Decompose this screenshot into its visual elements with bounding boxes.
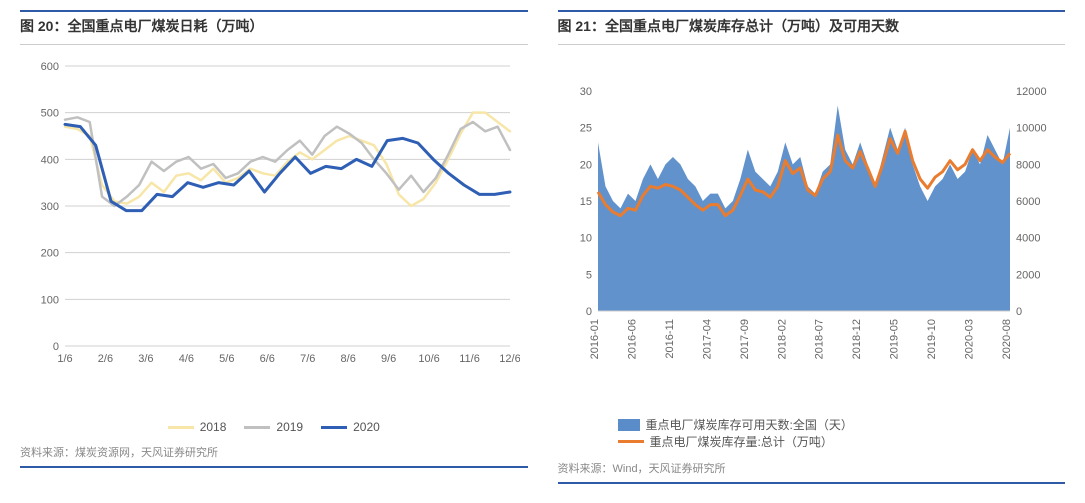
legend-label: 2020 xyxy=(353,420,380,434)
left-chart-svg: 0 100 200 300 400 500 600 1/6 2/6 3/6 4/6 5/6 6/6 7/6… xyxy=(20,51,520,411)
svg-text:11/6: 11/6 xyxy=(459,353,480,365)
svg-text:0: 0 xyxy=(1016,306,1022,318)
svg-text:12/6: 12/6 xyxy=(499,353,520,365)
svg-text:5: 5 xyxy=(585,269,591,281)
svg-text:100: 100 xyxy=(41,294,59,306)
svg-text:7/6: 7/6 xyxy=(300,353,315,365)
svg-text:2016-06: 2016-06 xyxy=(626,319,638,359)
svg-text:300: 300 xyxy=(41,201,59,213)
legend-label: 2018 xyxy=(200,420,227,434)
svg-text:15: 15 xyxy=(579,196,591,208)
svg-text:6/6: 6/6 xyxy=(260,353,275,365)
right-chart-panel: 图 21：全国重点电厂煤炭库存总计（万吨）及可用天数 0510152025300… xyxy=(558,10,1066,484)
left-chart-panel: 图 20：全国重点电厂煤炭日耗（万吨） 0 100 200 300 400 500 600 1… xyxy=(20,10,528,484)
legend-swatch xyxy=(618,440,644,443)
svg-text:2016-01: 2016-01 xyxy=(589,319,601,359)
left-chart-area: 0 100 200 300 400 500 600 1/6 2/6 3/6 4/6 5/6 6/6 7/6… xyxy=(20,51,528,416)
svg-text:2016-11: 2016-11 xyxy=(663,319,675,359)
svg-text:25: 25 xyxy=(579,123,591,135)
svg-text:2019-10: 2019-10 xyxy=(926,319,938,359)
svg-text:2019-05: 2019-05 xyxy=(888,319,900,359)
svg-text:2020-03: 2020-03 xyxy=(963,319,975,359)
svg-text:30: 30 xyxy=(579,86,591,98)
charts-row: 图 20：全国重点电厂煤炭日耗（万吨） 01002003004005006001… xyxy=(20,10,1065,484)
svg-text:10000: 10000 xyxy=(1016,123,1047,135)
svg-text:9/6: 9/6 xyxy=(381,353,396,365)
legend-item: 重点电厂煤炭库存量:总计（万吨） xyxy=(618,433,1066,450)
legend-item: 2020 xyxy=(321,420,380,434)
legend-swatch xyxy=(244,426,270,429)
legend-swatch xyxy=(168,426,194,429)
legend-label: 重点电厂煤炭库存可用天数:全国（天） xyxy=(646,416,853,433)
svg-text:10/6: 10/6 xyxy=(418,353,439,365)
left-legend: 2018 2019 2020 xyxy=(20,420,528,434)
svg-text:5/6: 5/6 xyxy=(219,353,234,365)
legend-swatch xyxy=(321,426,347,429)
svg-text:0: 0 xyxy=(585,306,591,318)
right-chart-svg: 0 5 10 15 20 25 30 0 2000 4000 6000 8000 10000 12000 2… xyxy=(558,51,1058,411)
svg-text:10: 10 xyxy=(579,233,591,245)
svg-text:12000: 12000 xyxy=(1016,86,1047,98)
legend-item: 2018 xyxy=(168,420,227,434)
svg-text:200: 200 xyxy=(41,248,59,260)
svg-text:4000: 4000 xyxy=(1016,233,1040,245)
legend-label: 重点电厂煤炭库存量:总计（万吨） xyxy=(650,433,833,450)
svg-text:500: 500 xyxy=(41,108,59,120)
svg-text:8000: 8000 xyxy=(1016,159,1040,171)
svg-text:6000: 6000 xyxy=(1016,196,1040,208)
svg-text:2/6: 2/6 xyxy=(98,353,113,365)
svg-text:20: 20 xyxy=(579,159,591,171)
svg-text:4/6: 4/6 xyxy=(179,353,194,365)
svg-text:2018-02: 2018-02 xyxy=(776,319,788,359)
svg-text:1/6: 1/6 xyxy=(57,353,72,365)
right-legend: 重点电厂煤炭库存可用天数:全国（天）重点电厂煤炭库存量:总计（万吨） xyxy=(558,416,1066,450)
svg-text:2017-04: 2017-04 xyxy=(701,319,713,359)
legend-item: 重点电厂煤炭库存可用天数:全国（天） xyxy=(618,416,1066,433)
left-source: 资料来源：煤炭资源网，天风证券研究所 xyxy=(20,438,528,468)
right-source: 资料来源：Wind，天风证券研究所 xyxy=(558,454,1066,484)
right-chart-area: 0 5 10 15 20 25 30 0 2000 4000 6000 8000 10000 12000 2… xyxy=(558,51,1066,416)
svg-text:2018-07: 2018-07 xyxy=(813,319,825,359)
left-chart-title: 图 20：全国重点电厂煤炭日耗（万吨） xyxy=(20,10,528,45)
svg-text:8/6: 8/6 xyxy=(341,353,356,365)
svg-text:3/6: 3/6 xyxy=(138,353,153,365)
legend-swatch xyxy=(618,419,640,431)
legend-item: 2019 xyxy=(244,420,303,434)
svg-text:0: 0 xyxy=(53,341,59,353)
svg-text:400: 400 xyxy=(41,154,59,166)
svg-text:2018-12: 2018-12 xyxy=(851,319,863,359)
right-chart-title: 图 21：全国重点电厂煤炭库存总计（万吨）及可用天数 xyxy=(558,10,1066,45)
svg-text:2017-09: 2017-09 xyxy=(738,319,750,359)
svg-text:2000: 2000 xyxy=(1016,269,1040,281)
legend-label: 2019 xyxy=(276,420,303,434)
svg-text:2020-08: 2020-08 xyxy=(1001,319,1013,359)
svg-text:600: 600 xyxy=(41,61,59,73)
